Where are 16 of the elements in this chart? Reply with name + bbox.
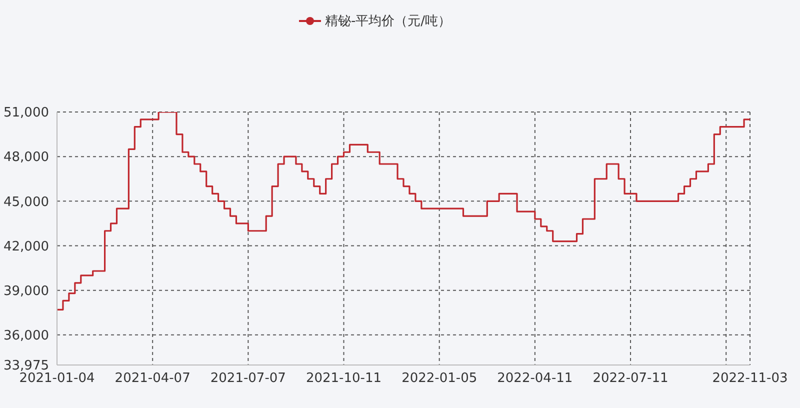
x-tick-label: 2022-01-05: [402, 371, 478, 386]
y-tick-label: 36,000: [4, 328, 49, 344]
x-tick-label: 2021-10-11: [306, 371, 382, 386]
x-tick-label: 2022-07-11: [592, 371, 668, 386]
x-tick-label: 2022-04-11: [497, 371, 573, 386]
y-tick-label: 48,000: [4, 150, 49, 166]
y-tick-label: 42,000: [4, 239, 49, 254]
y-tick-label: 51,000: [4, 106, 49, 121]
x-tick-label: 2021-04-07: [114, 371, 190, 386]
y-tick-label: 45,000: [4, 194, 49, 210]
x-tick-label: 2021-01-04: [19, 371, 95, 386]
x-tick-label: 2022-11-03: [712, 371, 788, 386]
legend-label: 精铋-平均价（元/吨）: [324, 13, 452, 30]
x-tick-label: 2021-07-07: [210, 371, 286, 386]
y-tick-label: 39,000: [4, 284, 49, 299]
y-tick-label: 33,975: [4, 358, 49, 374]
